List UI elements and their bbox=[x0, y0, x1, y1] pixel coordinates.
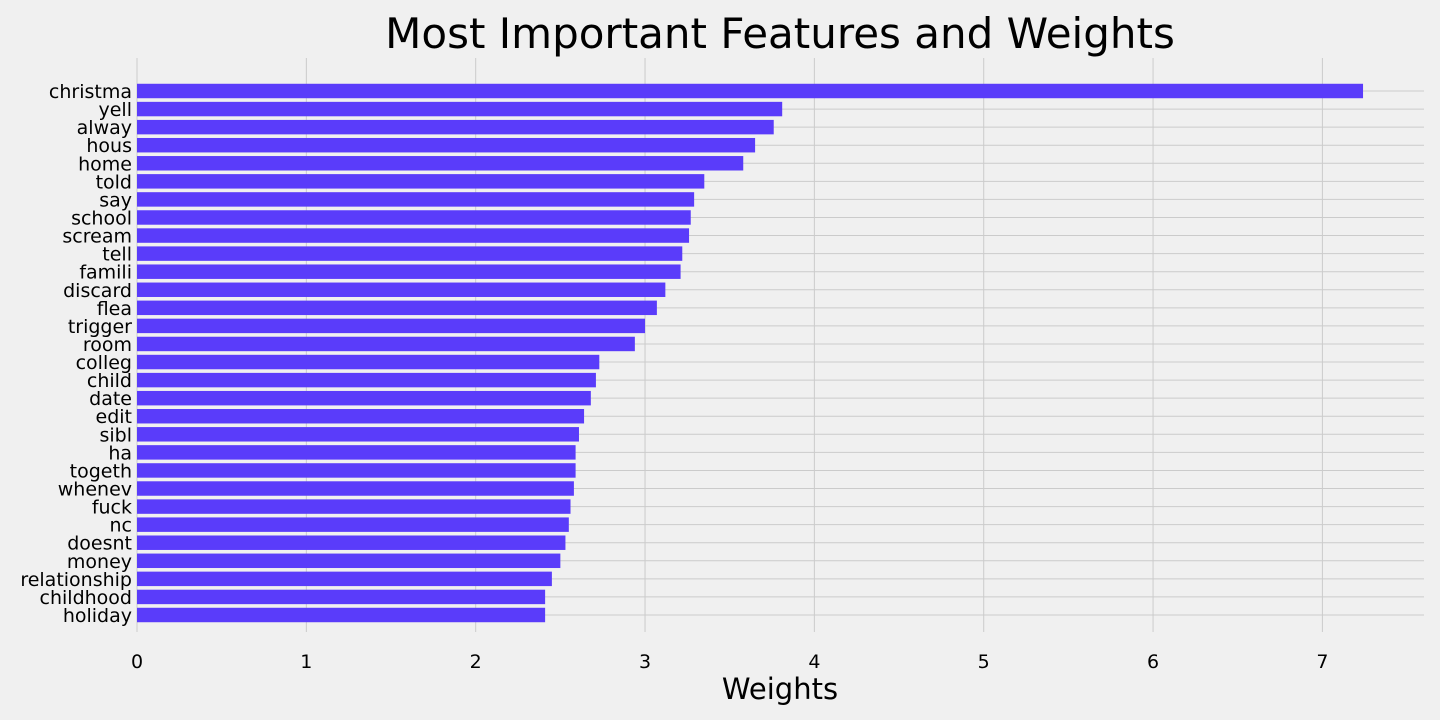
y-tick-label: christma bbox=[49, 81, 132, 103]
bar-room bbox=[137, 336, 635, 352]
y-tick-label: togeth bbox=[70, 460, 132, 482]
bar-tell bbox=[137, 246, 683, 261]
bar-sibl bbox=[137, 427, 579, 442]
y-tick-label: alway bbox=[77, 117, 132, 139]
y-tick-label: famili bbox=[79, 262, 132, 284]
bar-ha bbox=[137, 445, 576, 460]
y-tick-label: nc bbox=[110, 515, 133, 537]
y-tick-label: trigger bbox=[68, 316, 132, 338]
x-tick-label: 6 bbox=[1147, 651, 1159, 673]
y-tick-label: flea bbox=[97, 298, 132, 320]
x-tick-label: 3 bbox=[639, 651, 651, 673]
y-tick-label: doesnt bbox=[67, 533, 132, 555]
y-tick-label: whenev bbox=[58, 479, 132, 501]
bar-edit bbox=[137, 409, 585, 424]
bar-holiday bbox=[137, 607, 546, 623]
y-tick-label: date bbox=[89, 388, 132, 410]
bar-colleg bbox=[137, 354, 600, 370]
y-tick-label: discard bbox=[63, 280, 132, 302]
y-tick-label: room bbox=[83, 334, 132, 356]
y-tick-label: ha bbox=[108, 442, 132, 464]
bar-say bbox=[137, 192, 695, 207]
bar-flea bbox=[137, 300, 657, 316]
bars bbox=[137, 83, 1364, 623]
bar-hous bbox=[137, 137, 756, 153]
bar-childhood bbox=[137, 589, 546, 605]
bar-money bbox=[137, 553, 561, 569]
bar-doesnt bbox=[137, 535, 566, 550]
y-tick-label: relationship bbox=[20, 569, 132, 591]
y-tick-label: told bbox=[96, 171, 132, 193]
bar-famili bbox=[137, 264, 681, 279]
bar-alway bbox=[137, 119, 774, 135]
x-tick-label: 4 bbox=[808, 651, 820, 673]
x-axis-label: Weights bbox=[722, 672, 838, 706]
y-tick-label: sibl bbox=[99, 424, 132, 446]
x-tick-label: 7 bbox=[1316, 651, 1328, 673]
bar-trigger bbox=[137, 318, 646, 334]
bar-togeth bbox=[137, 463, 576, 478]
bar-scream bbox=[137, 228, 690, 243]
bar-nc bbox=[137, 517, 569, 532]
bar-whenev bbox=[137, 481, 574, 496]
bar-fuck bbox=[137, 499, 571, 514]
x-tick-label: 1 bbox=[300, 651, 312, 673]
x-tick-label: 5 bbox=[978, 651, 990, 673]
y-tick-label: say bbox=[99, 189, 132, 211]
y-tick-label: child bbox=[87, 370, 132, 392]
bar-date bbox=[137, 390, 591, 406]
y-tick-label: fuck bbox=[92, 497, 132, 519]
y-tick-label: school bbox=[71, 207, 132, 229]
x-tick-labels: 0 1 2 3 4 5 6 7 bbox=[131, 651, 1328, 673]
y-tick-label: colleg bbox=[76, 352, 132, 374]
bar-told bbox=[137, 174, 705, 189]
chart-title: Most Important Features and Weights bbox=[385, 9, 1175, 58]
y-tick-label: tell bbox=[102, 244, 132, 266]
y-tick-label: childhood bbox=[40, 587, 132, 609]
bar-relationship bbox=[137, 571, 552, 587]
x-tick-label: 2 bbox=[470, 651, 482, 673]
y-tick-label: yell bbox=[99, 99, 133, 121]
bar-child bbox=[137, 372, 596, 388]
bar-school bbox=[137, 210, 691, 225]
bar-home bbox=[137, 156, 744, 171]
x-tick-label: 0 bbox=[131, 651, 143, 673]
y-tick-labels: christmayellalwayhoushometoldsayschoolsc… bbox=[20, 81, 132, 627]
bar-discard bbox=[137, 282, 666, 297]
y-tick-label: money bbox=[67, 551, 132, 573]
y-tick-label: holiday bbox=[63, 605, 132, 627]
y-tick-label: hous bbox=[86, 135, 132, 157]
bar-christma bbox=[137, 83, 1364, 99]
y-tick-label: scream bbox=[62, 226, 132, 248]
y-tick-label: edit bbox=[96, 406, 132, 428]
bar-yell bbox=[137, 101, 783, 117]
y-tick-label: home bbox=[78, 153, 132, 175]
